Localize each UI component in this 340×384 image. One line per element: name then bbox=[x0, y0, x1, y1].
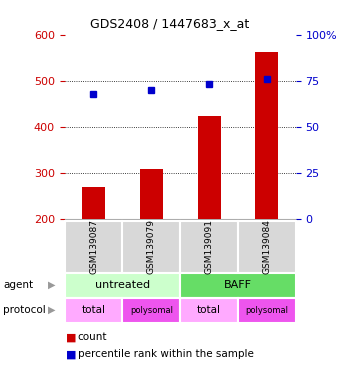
Text: ▶: ▶ bbox=[48, 280, 55, 290]
Bar bbox=[140, 169, 163, 219]
Text: percentile rank within the sample: percentile rank within the sample bbox=[78, 349, 253, 359]
Text: GSM139084: GSM139084 bbox=[262, 219, 271, 274]
Text: agent: agent bbox=[3, 280, 34, 290]
Text: GSM139087: GSM139087 bbox=[89, 219, 98, 274]
Text: total: total bbox=[197, 305, 221, 315]
Text: count: count bbox=[78, 332, 107, 342]
Text: GSM139079: GSM139079 bbox=[147, 219, 156, 274]
Text: ■: ■ bbox=[66, 349, 77, 359]
Text: polysomal: polysomal bbox=[130, 306, 173, 314]
Bar bbox=[255, 52, 278, 219]
Text: protocol: protocol bbox=[3, 305, 46, 315]
Text: ▶: ▶ bbox=[48, 305, 55, 315]
Bar bbox=[198, 116, 221, 219]
Text: ■: ■ bbox=[66, 332, 77, 342]
Text: total: total bbox=[82, 305, 105, 315]
Text: GDS2408 / 1447683_x_at: GDS2408 / 1447683_x_at bbox=[90, 17, 250, 30]
Bar bbox=[82, 187, 105, 219]
Text: GSM139091: GSM139091 bbox=[205, 219, 214, 274]
Text: untreated: untreated bbox=[95, 280, 150, 290]
Text: BAFF: BAFF bbox=[224, 280, 252, 290]
Text: polysomal: polysomal bbox=[245, 306, 288, 314]
